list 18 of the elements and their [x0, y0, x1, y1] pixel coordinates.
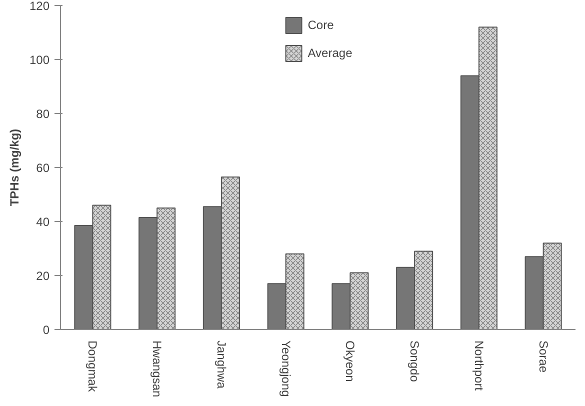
x-tick-label: Okyeon	[343, 340, 358, 382]
x-tick-label: Dongmak	[86, 340, 100, 393]
y-tick-label: 100	[29, 53, 50, 67]
x-tick-label: Yeongjong	[278, 340, 293, 397]
y-tick-label: 0	[42, 323, 50, 337]
y-axis-title: TPHs (mg/kg)	[7, 128, 22, 206]
legend-label: Average	[308, 46, 352, 60]
y-tick-label: 40	[36, 215, 50, 229]
x-tick-label: Songdo	[408, 340, 422, 382]
x-tick-label: Janghwa	[214, 340, 228, 389]
legend-label: Core	[308, 18, 334, 32]
y-tick-label: 80	[36, 107, 50, 121]
y-tick-label: 120	[29, 0, 50, 13]
x-tick-label: Northport	[472, 340, 486, 392]
y-tick-label: 60	[36, 161, 50, 175]
x-tick-label: Sorae	[536, 340, 550, 373]
y-tick-label: 20	[36, 269, 50, 283]
x-tick-label: Hwangsan	[150, 340, 164, 398]
